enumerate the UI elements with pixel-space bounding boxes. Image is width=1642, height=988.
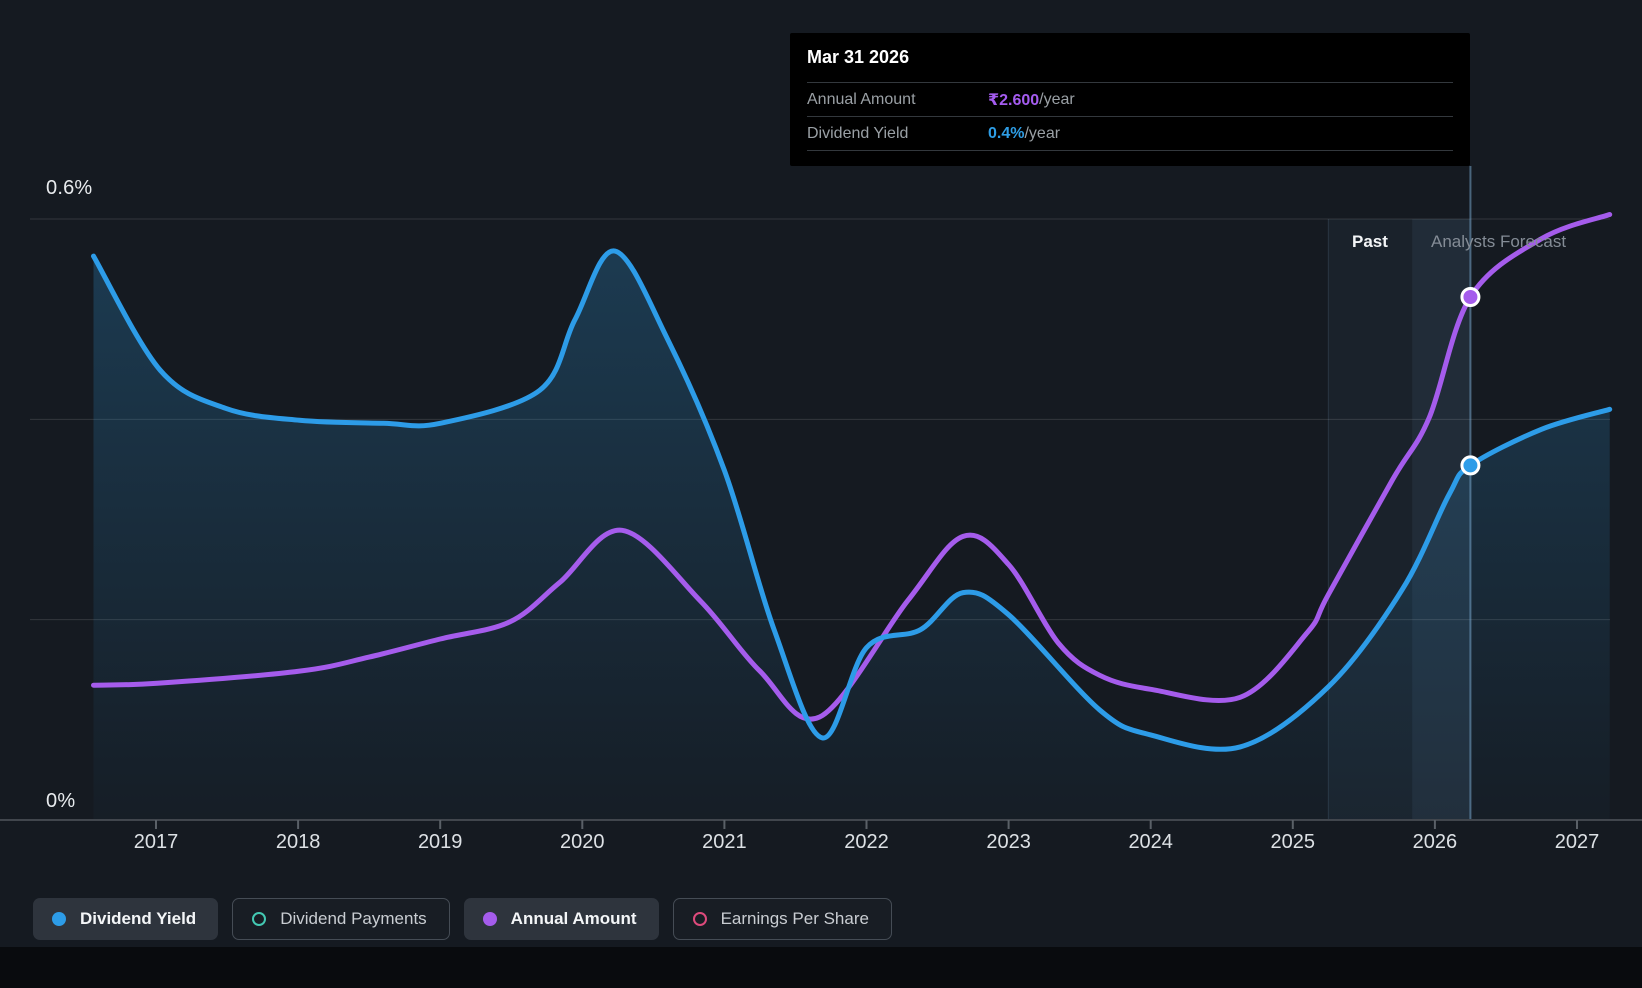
annual-amount-marker[interactable] [1460, 287, 1481, 307]
tooltip-row-dividend-yield: Dividend Yield 0.4% /year [807, 116, 1453, 151]
earnings-per-share-ring-icon [692, 912, 707, 926]
tooltip-label: Annual Amount [807, 90, 916, 108]
legend-toggle-dividend-yield[interactable]: Dividend Yield [33, 898, 219, 940]
tooltip-value-annual-amount: ₹2.600 [988, 91, 1040, 109]
chart-legend: Dividend Yield Dividend Payments Annual … [33, 898, 892, 940]
x-axis-label-2024: 2024 [1128, 831, 1173, 853]
dividend-yield-marker[interactable] [1460, 455, 1481, 476]
hover-markers[interactable] [1460, 287, 1481, 476]
dividend-payments-ring-icon [252, 912, 267, 926]
tooltip-label: Dividend Yield [807, 124, 909, 142]
tooltip-row-annual-amount: Annual Amount ₹2.600 /year [807, 82, 1453, 116]
series-lines [91, 212, 1613, 752]
legend-label: Dividend Yield [80, 909, 197, 928]
dividend-yield-line [91, 248, 1613, 752]
x-axis-label-2020: 2020 [560, 831, 605, 853]
y-axis-label-bottom: 0% [46, 790, 76, 812]
forecast-zone-label: Analysts Forecast [1431, 232, 1567, 251]
legend-toggle-annual-amount[interactable]: Annual Amount [463, 898, 659, 940]
chart-tooltip: Mar 31 2026 Annual Amount ₹2.600 /year D… [790, 33, 1470, 166]
bottom-bar [0, 947, 1642, 988]
x-axis-label-2021: 2021 [702, 831, 747, 853]
tooltip-date: Mar 31 2026 [807, 47, 910, 67]
x-axis-label-2019: 2019 [417, 831, 463, 853]
legend-toggle-earnings-per-share[interactable]: Earnings Per Share [672, 898, 892, 940]
dividend-yield-dot-icon [52, 912, 66, 926]
x-axis-label-2026: 2026 [1412, 831, 1458, 853]
tooltip-suffix: /year [1024, 124, 1061, 142]
legend-toggle-dividend-payments[interactable]: Dividend Payments [232, 898, 450, 940]
legend-label: Dividend Payments [280, 909, 427, 928]
x-axis-label-2018: 2018 [275, 831, 321, 853]
tooltip-suffix: /year [1039, 90, 1075, 108]
x-axis-label-2017: 2017 [133, 831, 179, 853]
annual-amount-dot-icon [482, 912, 497, 926]
x-axis-label-2022: 2022 [844, 831, 889, 853]
x-axis-label-2023: 2023 [986, 831, 1031, 853]
dividend-yield-area [93, 250, 1610, 820]
dividend-yield-area-fill [93, 250, 1610, 820]
past-zone-label: Past [1352, 232, 1388, 251]
tooltip-value-dividend-yield: 0.4% [988, 124, 1025, 142]
annual-amount-line [91, 212, 1613, 722]
x-axis-label-2027: 2027 [1554, 831, 1600, 853]
x-axis [0, 819, 1642, 829]
legend-label: Earnings Per Share [720, 909, 869, 928]
y-axis-label-top: 0.6% [46, 177, 93, 199]
x-axis-label-2025: 2025 [1270, 831, 1316, 853]
legend-label: Annual Amount [510, 909, 637, 928]
